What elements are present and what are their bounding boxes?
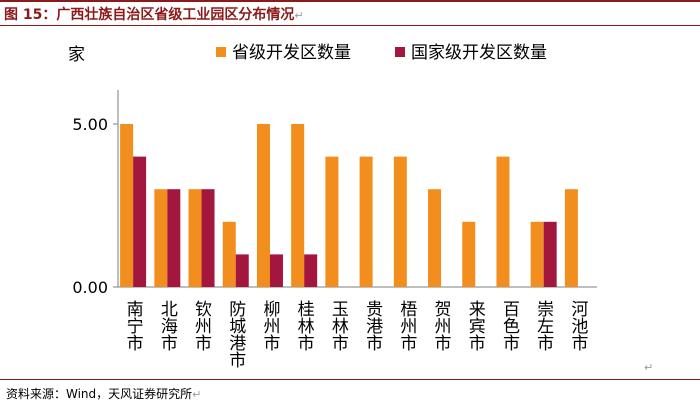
legend-label: 国家级开发区数量 — [411, 43, 547, 63]
bar-national-0 — [133, 156, 147, 287]
bar-provincial-0 — [120, 124, 134, 287]
legend: 省级开发区数量 国家级开发区数量 — [216, 43, 547, 63]
paragraph-return-mark: ↵ — [294, 9, 304, 22]
bar-provincial-7 — [359, 156, 373, 287]
category-label: 贺州市 — [435, 300, 452, 354]
y-tick-label: 5.00 — [72, 115, 108, 134]
bar-provincial-8 — [393, 156, 407, 287]
bar-provincial-3 — [222, 221, 236, 287]
bar-chart: 家 省级开发区数量 国家级开发区数量 0.00 5.00 南宁市北海市钦州市防城港市… — [68, 43, 597, 371]
bar-national-3 — [235, 254, 249, 287]
paragraph-end-mark: ↵ — [644, 361, 654, 374]
title-underline — [0, 25, 700, 26]
bar-national-5 — [304, 254, 318, 287]
category-label: 百色市 — [503, 300, 520, 354]
figure-title-text: 图 15：广西壮族自治区省级工业园区分布情况 — [4, 7, 295, 23]
bar-provincial-6 — [325, 156, 339, 287]
bar-national-2 — [201, 189, 215, 287]
source-return-mark: ↵ — [192, 388, 202, 401]
bar-provincial-4 — [256, 124, 270, 287]
category-label: 梧州市 — [400, 300, 417, 354]
bar-provincial-10 — [462, 221, 476, 287]
source-note: 资料来源：Wind，天风证券研究所↵ — [6, 385, 201, 402]
category-label: 桂林市 — [298, 300, 315, 354]
bottom-rule — [0, 379, 700, 380]
bar-provincial-5 — [291, 124, 305, 287]
category-label: 河池市 — [571, 300, 588, 354]
legend-swatch — [216, 47, 226, 57]
bar-national-4 — [269, 254, 283, 287]
category-label: 北海市 — [161, 300, 178, 354]
bar-provincial-2 — [188, 189, 202, 287]
bar-provincial-1 — [154, 189, 168, 287]
category-label: 贵港市 — [366, 300, 383, 354]
category-label: 柳州市 — [263, 300, 280, 354]
figure-title: 图 15：广西壮族自治区省级工业园区分布情况↵ — [4, 4, 304, 24]
category-label: 玉林市 — [332, 300, 349, 354]
y-axis-unit-label: 家 — [68, 45, 85, 65]
category-label: 钦州市 — [195, 300, 212, 354]
bar-provincial-11 — [496, 156, 510, 287]
bars — [120, 124, 578, 287]
category-label: 防城港市 — [229, 300, 246, 371]
source-text: 资料来源：Wind，天风证券研究所 — [6, 387, 193, 401]
legend-label: 省级开发区数量 — [232, 43, 351, 63]
bar-provincial-9 — [428, 189, 442, 287]
bar-provincial-13 — [564, 189, 578, 287]
bar-national-1 — [167, 189, 181, 287]
category-label: 崇左市 — [537, 300, 554, 354]
bar-national-12 — [543, 221, 557, 287]
category-label: 南宁市 — [127, 300, 144, 354]
category-label: 来宾市 — [469, 300, 486, 354]
legend-swatch — [395, 47, 405, 57]
top-rule — [0, 0, 700, 2]
y-tick-label: 0.00 — [72, 278, 108, 297]
bar-provincial-12 — [530, 221, 544, 287]
